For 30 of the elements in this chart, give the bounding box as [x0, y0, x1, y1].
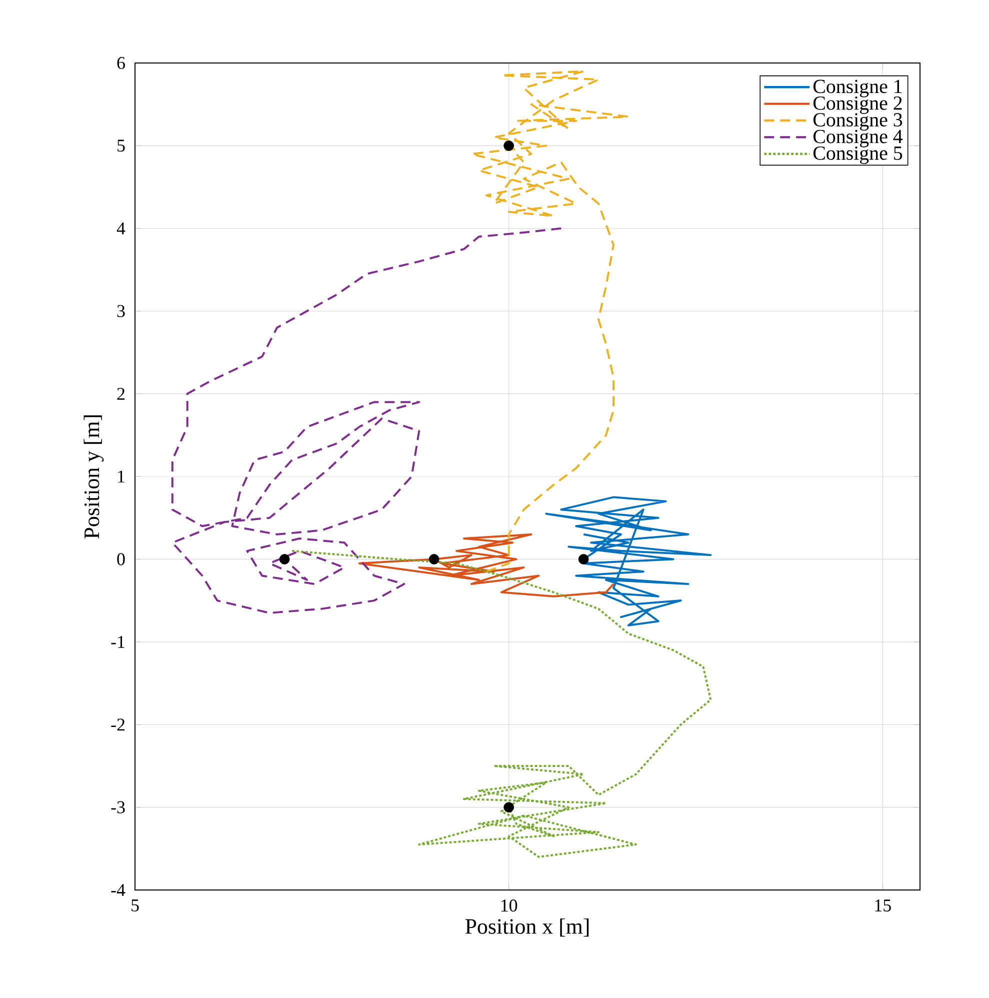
line-series — [545, 496, 712, 626]
y-tick-label: -1 — [111, 636, 124, 648]
y-tick-label: 6 — [117, 56, 125, 70]
y-tick-label: 1 — [118, 470, 124, 482]
line-series — [171, 227, 562, 614]
y-tick-label: 3 — [117, 305, 125, 318]
x-tick-label: 15 — [875, 900, 891, 912]
legend-label: Consigne 3 — [813, 113, 902, 131]
y-tick-label: -2 — [111, 718, 124, 731]
line-series — [291, 550, 712, 858]
point — [279, 554, 290, 564]
legend-label: Consigne 4 — [813, 130, 903, 148]
point — [578, 554, 589, 564]
y-axis-title: Position y [m] — [84, 415, 104, 539]
point — [428, 554, 440, 564]
x-tick-label: 10 — [501, 900, 518, 912]
y-tick-label: 2 — [117, 388, 124, 400]
x-axis-title: Position x [m] — [465, 918, 589, 937]
y-tick-label: 4 — [116, 222, 126, 234]
point — [504, 802, 514, 812]
y-tick-label: 5 — [118, 140, 125, 152]
line-series — [358, 533, 614, 598]
legend-label: Consigne 1 — [813, 80, 902, 98]
y-tick-label: -3 — [111, 801, 125, 814]
y-tick-label: -4 — [111, 884, 126, 896]
x-tick-label: 5 — [132, 900, 139, 912]
legend-label: Consigne 2 — [813, 96, 902, 114]
legend-label: Consigne 5 — [813, 146, 902, 164]
y-tick-label: 0 — [117, 553, 125, 566]
point — [504, 140, 514, 151]
